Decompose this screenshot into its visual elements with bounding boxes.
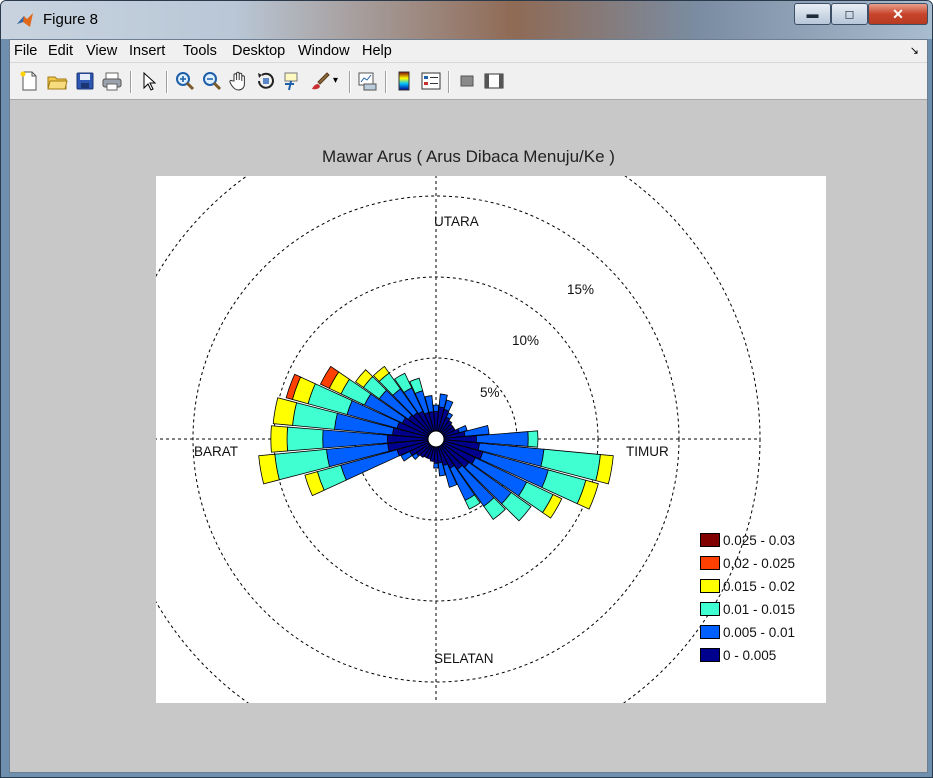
rose-sector-170-bin-1: [437, 461, 446, 477]
legend-icon[interactable]: [420, 70, 442, 92]
new-figure-icon[interactable]: [18, 70, 40, 92]
rose-sector-120-bin-3: [542, 494, 563, 519]
legend-item: 0.02 - 0.025: [700, 555, 795, 571]
zoom-out-icon[interactable]: [201, 70, 223, 92]
legend-swatch: [700, 533, 720, 547]
plot-axes[interactable]: UTARA SELATAN TIMUR BARAT 5% 10% 15% 0.0…: [111, 114, 826, 764]
menu-bar: File Edit View Insert Tools Desktop Wind…: [10, 40, 927, 63]
legend-swatch: [700, 602, 720, 616]
legend-label: 0.025 - 0.03: [723, 532, 796, 548]
rotate-3d-icon[interactable]: [255, 70, 277, 92]
rose-sector-180-bin-1: [433, 462, 439, 469]
matlab-logo-icon: [17, 13, 33, 27]
rose-sector-350-bin-1: [424, 395, 434, 413]
brush-icon[interactable]: [309, 70, 331, 92]
show-plot-tools-icon[interactable]: [483, 70, 505, 92]
rose-sector-110-bin-3: [576, 479, 599, 510]
minimize-button[interactable]: ▬: [794, 3, 831, 25]
rose-sector-30-bin-1: [445, 412, 454, 420]
rose-center: [427, 430, 445, 448]
rose-sector-330-bin-2: [394, 372, 413, 393]
brush-dropdown-icon[interactable]: ▾: [333, 75, 339, 86]
rose-sector-140-bin-2: [483, 497, 506, 521]
data-cursor-icon[interactable]: [282, 70, 304, 92]
rose-sector-320-bin-3: [372, 365, 390, 382]
close-button[interactable]: ✕: [868, 3, 928, 25]
rose-sector-300-bin-4: [319, 365, 340, 389]
rose-sector-20-bin-1: [443, 399, 454, 412]
maximize-button[interactable]: ◻: [831, 3, 868, 25]
rose-sector-160-bin-1: [442, 463, 458, 488]
title-bar: Figure 8 ▬ ◻ ✕: [1, 1, 932, 39]
menu-file[interactable]: File: [14, 43, 38, 59]
pan-hand-icon[interactable]: [228, 70, 250, 92]
zoom-in-icon[interactable]: [174, 70, 196, 92]
rose-sector-150-bin-2: [464, 494, 481, 510]
edit-plot-arrow-icon[interactable]: [138, 70, 160, 92]
rose-sector-100-bin-3: [595, 454, 614, 485]
menu-desktop[interactable]: Desktop: [232, 43, 286, 59]
rose-sector-90-bin-2: [527, 430, 539, 448]
colorbar-icon[interactable]: [393, 70, 415, 92]
legend-label: 0.015 - 0.02: [723, 578, 796, 594]
legend-item: 0.01 - 0.015: [700, 601, 795, 617]
rose-sector-230-bin-1: [411, 452, 420, 460]
hide-plot-tools-icon[interactable]: [456, 70, 478, 92]
rose-sector-310-bin-3: [354, 369, 374, 389]
legend-label: 0.02 - 0.025: [723, 555, 796, 571]
rose-sector-340-bin-2: [409, 377, 424, 394]
legend-label: 0 - 0.005: [723, 647, 777, 663]
rose-sector-80-bin-1: [463, 425, 490, 437]
menu-view[interactable]: View: [86, 43, 118, 59]
rose-sector-130-bin-2: [501, 491, 532, 522]
rose-sector-290-bin-4: [285, 373, 302, 400]
rose-sector-270-bin-3: [270, 425, 288, 453]
rose-sector-250-bin-3: [304, 471, 325, 497]
legend-item: 0.015 - 0.02: [700, 578, 795, 594]
rose-sector-270-bin-2: [286, 426, 324, 452]
toolbar-chevron-icon[interactable]: ↘: [909, 45, 919, 57]
legend-item: 0.005 - 0.01: [700, 624, 795, 640]
direction-label-west: BARAT: [194, 444, 239, 459]
plot-title: Mawar Arus ( Arus Dibaca Menuju/Ke ): [322, 147, 615, 166]
figure-toolbar: ▾: [10, 63, 927, 100]
rose-sector-260-bin-3: [258, 453, 280, 485]
rose-sector-0-bin-1: [432, 404, 440, 413]
ring-label-15: 15%: [567, 282, 595, 297]
rose-sector-280-bin-3: [272, 397, 298, 426]
legend-swatch: [700, 625, 720, 639]
rose-sector-240-bin-1: [400, 450, 413, 462]
menu-window[interactable]: Window: [298, 43, 350, 59]
direction-label-east: TIMUR: [626, 444, 669, 459]
menu-insert[interactable]: Insert: [129, 43, 166, 59]
legend-swatch: [700, 556, 720, 570]
rose-sector-70-bin-1: [457, 425, 468, 434]
open-file-icon[interactable]: [46, 70, 68, 92]
menu-tools[interactable]: Tools: [183, 43, 217, 59]
ring-label-5: 5%: [480, 385, 500, 400]
window-title: Figure 8: [43, 11, 99, 28]
legend-label: 0.01 - 0.015: [723, 601, 796, 617]
save-icon[interactable]: [74, 70, 96, 92]
legend-item: 0.025 - 0.03: [700, 532, 795, 548]
menu-help[interactable]: Help: [362, 43, 392, 59]
legend-item: 0 - 0.005: [700, 647, 776, 663]
rose-sector-10-bin-1: [438, 393, 448, 409]
menu-edit[interactable]: Edit: [48, 43, 73, 59]
direction-label-south: SELATAN: [434, 651, 494, 666]
ring-label-10: 10%: [512, 333, 540, 348]
figure-client-area: File Edit View Insert Tools Desktop Wind…: [9, 39, 928, 773]
legend-swatch: [700, 579, 720, 593]
direction-label-north: UTARA: [434, 214, 479, 229]
legend-label: 0.005 - 0.01: [723, 624, 796, 640]
legend-swatch: [700, 648, 720, 662]
print-icon[interactable]: [101, 70, 123, 92]
link-plot-icon[interactable]: [356, 70, 378, 92]
